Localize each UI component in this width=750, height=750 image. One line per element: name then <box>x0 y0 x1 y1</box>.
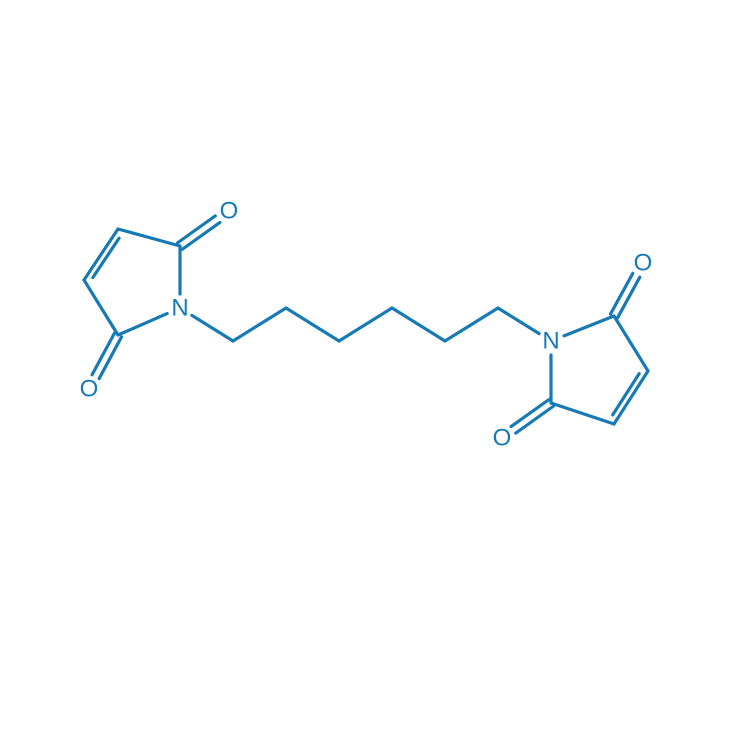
bond-line <box>445 308 498 341</box>
bond-line <box>84 280 118 335</box>
bond-line <box>339 308 392 341</box>
bond-line <box>286 308 339 341</box>
bond-line <box>564 316 614 336</box>
atom-label-o: O <box>493 425 512 452</box>
bond-line <box>192 315 233 341</box>
bond-line <box>614 371 648 424</box>
bond-line <box>551 403 614 424</box>
atom-label-o: O <box>634 250 653 277</box>
bond-line <box>613 374 639 415</box>
chemical-structure: O O N N O O <box>0 0 750 750</box>
bond-line <box>118 314 167 335</box>
bond-line <box>233 308 286 341</box>
bond-line <box>498 308 539 334</box>
atom-label-o: O <box>80 376 99 403</box>
bond-line <box>614 316 648 371</box>
atom-label-n: N <box>542 328 559 355</box>
bond-line <box>93 238 119 277</box>
bond-line <box>392 308 445 341</box>
atom-label-n: N <box>171 295 188 322</box>
atom-label-o: O <box>220 198 239 225</box>
bond-line <box>118 229 180 246</box>
bond-line <box>84 229 118 280</box>
